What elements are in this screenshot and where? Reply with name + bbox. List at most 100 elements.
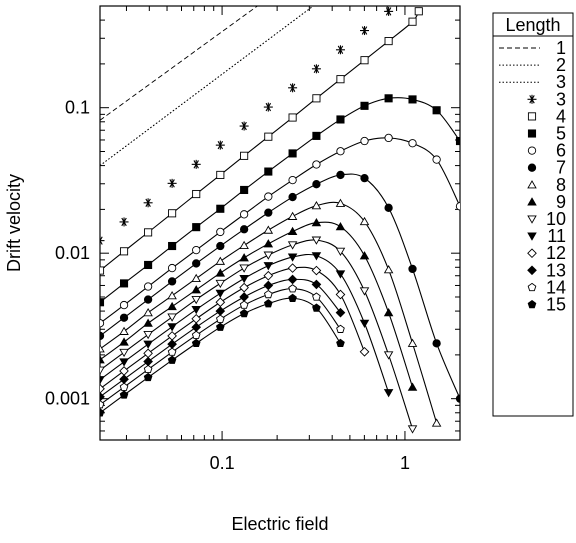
data-point-11 (143, 340, 153, 349)
data-point-12 (167, 331, 177, 341)
legend-label: 15 (546, 295, 566, 315)
data-point-6 (312, 160, 321, 169)
data-point-8 (167, 291, 177, 300)
data-point-4 (312, 94, 321, 103)
data-point-5 (100, 298, 105, 307)
data-point-10 (100, 366, 105, 375)
legend-label: 10 (546, 209, 566, 229)
legend-entry: 9 (527, 192, 566, 212)
data-point-11 (167, 323, 177, 332)
data-point-12 (311, 265, 322, 276)
data-point-13 (143, 356, 153, 367)
data-point-10 (143, 330, 153, 340)
data-point-6 (239, 210, 249, 219)
legend-label: 3 (556, 89, 566, 109)
data-point-5 (408, 95, 417, 104)
data-point-8 (335, 198, 346, 207)
data-point-9 (119, 337, 129, 346)
legend-entry: 12 (527, 243, 566, 263)
data-point-14 (312, 292, 321, 301)
data-point-6 (384, 133, 393, 143)
data-point-8 (100, 344, 105, 353)
data-point-7 (336, 170, 345, 180)
data-point-7 (216, 241, 225, 251)
data-point-11 (100, 376, 105, 385)
data-point-12 (359, 346, 370, 357)
data-point-13 (263, 280, 274, 291)
data-point-10 (359, 287, 370, 296)
legend-label: 6 (556, 141, 566, 161)
data-point-11 (311, 252, 322, 261)
series-line-6 (100, 137, 460, 324)
data-point-5 (264, 167, 273, 176)
legend-label: 4 (556, 106, 566, 126)
legend-entry: 4 (527, 106, 566, 126)
data-point-4 (360, 56, 369, 65)
plot-border (99, 5, 461, 441)
legend-swatch (527, 180, 537, 189)
data-point-3 (167, 178, 177, 188)
data-point-15 (263, 299, 273, 308)
legend-swatch (527, 94, 537, 104)
y-tick-label: 0.001 (45, 389, 90, 409)
data-point-8 (359, 216, 370, 226)
data-point-15 (167, 355, 177, 364)
data-point-8 (311, 201, 322, 210)
data-point-13 (100, 391, 105, 402)
data-point-9 (359, 251, 370, 260)
data-point-3 (384, 6, 394, 16)
data-point-14 (100, 400, 105, 409)
data-point-4 (100, 266, 105, 275)
data-point-6 (119, 300, 129, 310)
legend-title: Length (505, 15, 560, 35)
legend-label: 7 (556, 158, 566, 178)
legend-label: 2 (556, 55, 566, 75)
data-point-7 (143, 295, 153, 304)
data-point-5 (336, 115, 345, 124)
legend-label: 14 (546, 277, 566, 297)
data-point-11 (335, 270, 346, 279)
data-point-14 (263, 289, 273, 299)
data-point-13 (167, 339, 177, 349)
data-point-6 (288, 175, 297, 185)
data-point-5 (168, 241, 177, 251)
legend-label: 9 (556, 192, 566, 212)
data-point-3 (191, 159, 201, 169)
data-point-10 (191, 296, 201, 305)
legend-swatch (527, 232, 537, 241)
data-point-3 (239, 121, 249, 131)
data-point-12 (191, 313, 202, 324)
data-point-14 (288, 284, 297, 293)
legend-label: 5 (556, 124, 566, 144)
legend-entry: 1 (499, 38, 566, 58)
data-point-7 (384, 203, 393, 212)
data-point-4 (264, 132, 273, 141)
legend-swatch (527, 163, 537, 172)
data-point-7 (432, 339, 441, 348)
x-axis-label: Electric field (231, 514, 328, 534)
legend-swatch (527, 146, 537, 155)
data-point-9 (335, 222, 346, 231)
data-point-6 (216, 227, 225, 237)
data-point-10 (263, 251, 274, 260)
legend-entry: 5 (527, 124, 566, 144)
data-point-4 (414, 7, 423, 16)
data-point-14 (167, 347, 177, 356)
data-point-12 (119, 366, 129, 376)
data-point-6 (192, 245, 201, 255)
data-point-3 (143, 198, 153, 208)
data-point-5 (144, 260, 153, 270)
data-point-13 (239, 292, 249, 302)
data-point-10 (119, 348, 129, 358)
legend-entry: 14 (527, 277, 566, 297)
series-line-1 (100, 6, 258, 121)
legend-label: 13 (546, 260, 566, 280)
data-point-5 (216, 204, 225, 213)
data-point-10 (167, 313, 177, 322)
data-point-6 (167, 263, 177, 273)
data-point-13 (215, 306, 226, 316)
data-point-7 (312, 180, 321, 189)
data-point-4 (192, 189, 201, 199)
